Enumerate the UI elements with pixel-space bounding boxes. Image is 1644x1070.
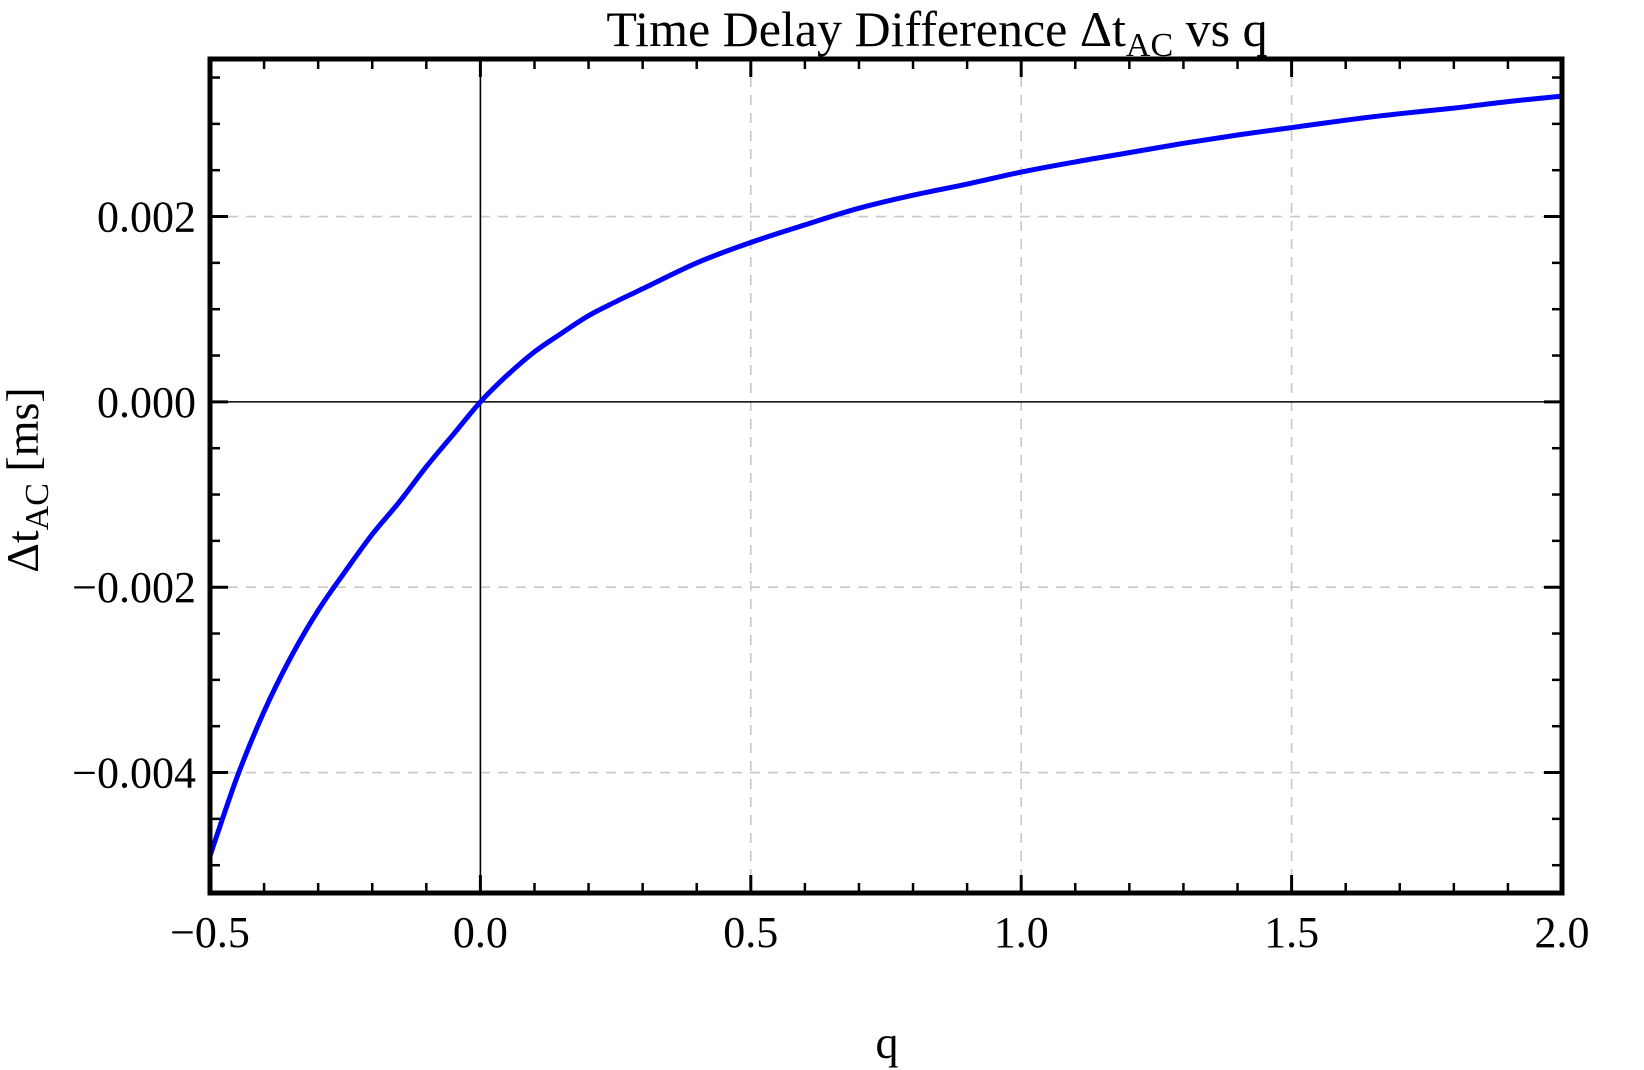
series <box>207 93 1565 859</box>
zero-lines <box>210 59 1562 893</box>
y-tick-label: 0.002 <box>97 193 196 242</box>
x-axis-title: q <box>876 1017 899 1068</box>
x-tick-label: 2.0 <box>1535 908 1590 957</box>
ticks <box>208 59 1564 893</box>
y-axis-title: ΔtAC [ms] <box>0 387 56 572</box>
chart-title: Time Delay Difference ΔtAC vs q <box>606 1 1267 64</box>
x-tick-labels: −0.5 0.0 0.5 1.0 1.5 2.0 <box>170 908 1589 957</box>
y-tick-label: −0.004 <box>72 749 196 798</box>
x-tick-label: 1.0 <box>994 908 1049 957</box>
y-tick-label: 0.000 <box>97 378 196 427</box>
x-tick-label: 0.5 <box>723 908 778 957</box>
y-tick-label: −0.002 <box>72 563 196 612</box>
x-tick-label: 0.0 <box>453 908 508 957</box>
x-tick-label: 1.5 <box>1264 908 1319 957</box>
grid <box>210 59 1562 893</box>
plot-frame <box>207 56 1565 896</box>
series-line-0 <box>207 93 1565 859</box>
x-tick-label: −0.5 <box>170 908 250 957</box>
y-tick-labels: −0.004 −0.002 0.000 0.002 <box>72 193 196 798</box>
